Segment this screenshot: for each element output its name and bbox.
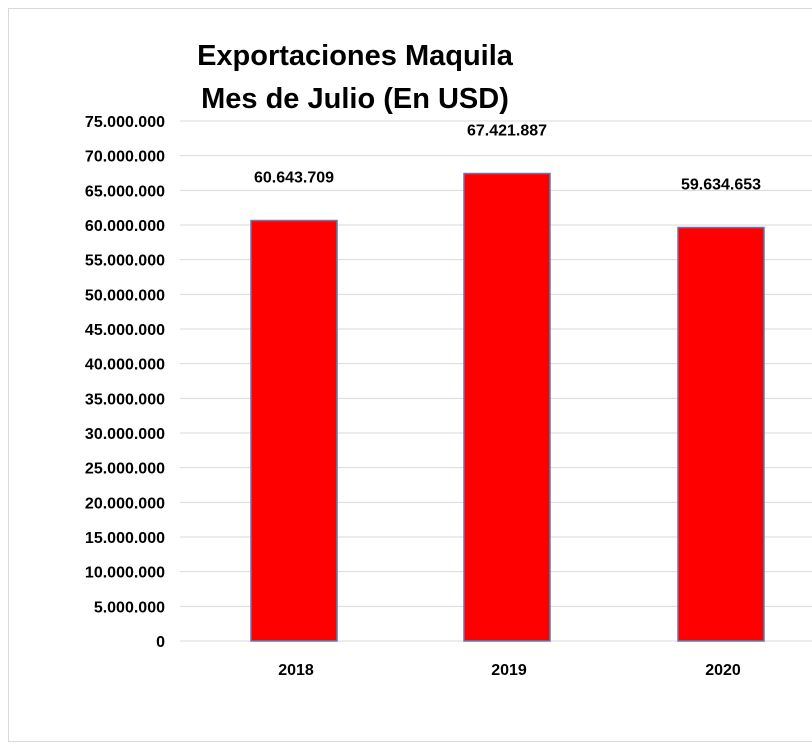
y-tick-label: 45.000.000	[85, 322, 165, 339]
y-tick-label: 60.000.000	[85, 218, 165, 235]
y-tick-label: 40.000.000	[85, 357, 165, 374]
data-label-2019: 67.421.887	[467, 123, 547, 140]
y-tick-label: 55.000.000	[85, 253, 165, 270]
y-tick-label: 5.000.000	[94, 599, 165, 616]
y-tick-label: 20.000.000	[85, 495, 165, 512]
y-tick-label: 30.000.000	[85, 426, 165, 443]
y-tick-label: 70.000.000	[85, 149, 165, 166]
data-labels: 60.643.709 67.421.887 59.634.653	[254, 123, 761, 194]
y-tick-label: 0	[156, 634, 165, 651]
y-tick-label: 50.000.000	[85, 287, 165, 304]
chart-title-line-1: Exportaciones Maquila	[197, 40, 513, 72]
y-tick-label: 35.000.000	[85, 391, 165, 408]
category-label-2019: 2019	[491, 662, 527, 679]
bar-2020	[677, 226, 765, 642]
category-label-2018: 2018	[278, 662, 314, 679]
data-label-2020: 59.634.653	[681, 177, 761, 194]
data-label-2018: 60.643.709	[254, 170, 334, 187]
bar-2018	[250, 219, 338, 642]
y-tick-label: 25.000.000	[85, 461, 165, 478]
y-tick-label: 65.000.000	[85, 183, 165, 200]
y-axis-tick-labels: 0 5.000.000 10.000.000 15.000.000 20.000.000…	[85, 114, 165, 651]
bar-2019	[463, 172, 551, 642]
x-axis-category-labels: 2018 2019 2020	[278, 662, 741, 679]
y-tick-label: 10.000.000	[85, 565, 165, 582]
y-tick-label: 15.000.000	[85, 530, 165, 547]
category-label-2020: 2020	[705, 662, 741, 679]
chart-title-line-2: Mes de Julio (En USD)	[201, 83, 509, 115]
bars	[250, 172, 765, 642]
y-tick-label: 75.000.000	[85, 114, 165, 131]
